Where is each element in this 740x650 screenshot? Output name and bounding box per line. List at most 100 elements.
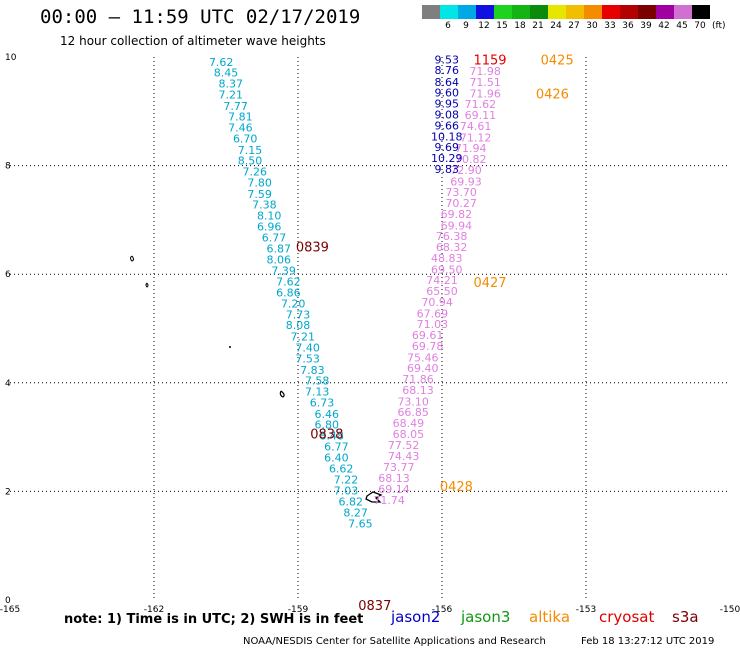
x-tick-label: -162: [144, 605, 164, 615]
wave-height-value: 6.87: [267, 243, 292, 256]
satellite-name-jason2: jason2: [391, 608, 441, 626]
legend-swatch: [692, 5, 710, 19]
legend-swatch: [530, 5, 548, 19]
legend-label: 33: [604, 21, 616, 31]
legend-label: 9: [463, 21, 469, 31]
wave-height-value: 69.94: [441, 219, 473, 232]
legend-swatch: [476, 5, 494, 19]
wave-height-value: 68.49: [393, 417, 425, 430]
wave-height-value: 7.15: [238, 144, 263, 157]
y-tick-label: 10: [5, 53, 17, 63]
wave-height-value: 71.86: [402, 373, 434, 386]
legend-swatch: [548, 5, 566, 19]
legend-label: 39: [640, 21, 652, 31]
wave-height-value: 68.13: [378, 472, 410, 485]
legend-label: 12: [478, 21, 490, 31]
satellite-name-cryosat: cryosat: [599, 608, 655, 626]
wave-height-value: 69.40: [407, 362, 439, 375]
wave-height-value: 6.77: [324, 440, 349, 453]
legend-swatch: [494, 5, 512, 19]
wave-height-value: 71.62: [465, 98, 497, 111]
legend-label: 21: [532, 21, 544, 31]
wave-height-value: 71.12: [460, 131, 492, 144]
wave-height-value: 70.27: [445, 197, 477, 210]
wave-height-value: 73.10: [397, 395, 429, 408]
wave-height-value: 7.21: [291, 331, 316, 344]
wave-height-value: 10.29: [431, 152, 463, 165]
wave-height-value: 9.66: [435, 119, 460, 132]
wave-height-value: 7.20: [281, 298, 306, 311]
wave-height-value: 6.80: [315, 419, 340, 432]
x-tick-label: -165: [0, 605, 20, 615]
wave-height-value: 6.62: [329, 463, 354, 476]
time-label: 0426: [536, 87, 569, 102]
wave-height-value: 70.82: [455, 153, 487, 166]
legend-swatch: [458, 5, 476, 19]
legend-swatch: [674, 5, 692, 19]
wave-height-value: 9.69: [435, 141, 460, 154]
wave-height-value: 7.21: [219, 88, 244, 101]
time-label: 0428: [440, 480, 473, 495]
wave-height-value: 7.40: [295, 342, 320, 355]
wave-height-value: 69.50: [431, 263, 463, 276]
wave-height-value: 8.27: [343, 507, 368, 520]
time-label: 0838: [310, 427, 343, 442]
wave-height-value: 9.53: [435, 54, 460, 67]
wave-height-value: 7.22: [334, 473, 359, 486]
legend-swatch: [638, 5, 656, 19]
wave-height-value: 74.21: [426, 274, 458, 287]
wave-height-value: 7.81: [228, 111, 253, 124]
wave-height-value: 10.18: [431, 130, 463, 143]
island-mark: [365, 491, 383, 503]
satellite-name-s3a: s3a: [672, 608, 699, 626]
legend-swatch: [440, 5, 458, 19]
legend-label: 27: [568, 21, 580, 31]
wave-height-value: 67.69: [417, 307, 449, 320]
wave-height-value: 73.77: [383, 461, 415, 474]
time-label: 0839: [296, 241, 329, 256]
wave-height-value: 71.96: [469, 87, 501, 100]
wave-height-value: 8.45: [214, 67, 239, 80]
x-tick-label: -150: [720, 605, 740, 615]
wave-height-value: 75.46: [407, 351, 439, 364]
wave-height-value: 69.61: [412, 329, 444, 342]
legend-label: 18: [514, 21, 526, 31]
wave-height-value: 6.40: [324, 452, 349, 465]
wave-height-value: 6.73: [310, 396, 335, 409]
legend-unit: (ft): [712, 21, 726, 31]
legend-label: 6: [445, 21, 451, 31]
legend-label: 36: [622, 21, 634, 31]
wave-height-value: 71.74: [373, 494, 405, 507]
legend-label: 30: [586, 21, 598, 31]
legend-swatch: [656, 5, 674, 19]
wave-height-value: 8.10: [257, 210, 282, 223]
time-label: 1159: [473, 54, 506, 69]
island-mark: [145, 282, 149, 288]
wave-height-value: 7.46: [228, 122, 253, 135]
wave-height-value: 68.05: [393, 428, 425, 441]
wave-height-value: 9.83: [435, 163, 460, 176]
wave-height-value: 77.52: [388, 439, 420, 452]
wave-height-value: 7.59: [247, 188, 272, 201]
legend-label: 15: [496, 21, 508, 31]
wave-height-value: 73.70: [445, 186, 477, 199]
legend-label: 70: [694, 21, 706, 31]
wave-height-value: 65.50: [426, 285, 458, 298]
legend-label: 45: [676, 21, 688, 31]
wave-height-value: 9.08: [435, 109, 460, 122]
island-mark: [130, 255, 134, 262]
x-tick-label: -156: [432, 605, 453, 615]
wave-height-value: 69.82: [441, 208, 473, 221]
wave-height-value: 74.61: [460, 120, 492, 133]
wave-height-value: 69.14: [378, 483, 410, 496]
page-title: 00:00 – 11:59 UTC 02/17/2019: [40, 6, 361, 28]
legend-swatch: [512, 5, 530, 19]
wave-height-value: 9.95: [435, 98, 460, 111]
footer-timestamp: Feb 18 13:27:12 UTC 2019: [581, 636, 715, 647]
wave-height-value: 74.43: [388, 450, 420, 463]
legend-swatch: [602, 5, 620, 19]
legend-label: 24: [550, 21, 562, 31]
legend-swatch: [584, 5, 602, 19]
wave-height-value: 7.62: [276, 275, 301, 288]
